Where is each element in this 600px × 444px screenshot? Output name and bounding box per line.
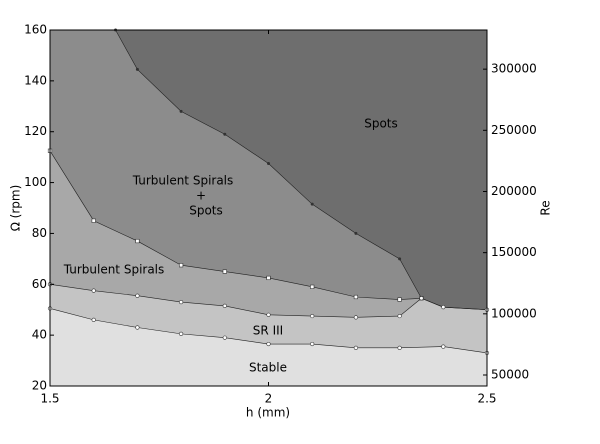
boundary-point <box>179 109 183 113</box>
boundary-point <box>353 315 359 320</box>
boundary-point <box>266 275 271 281</box>
boundary-point <box>135 238 140 244</box>
boundary-point <box>398 257 402 261</box>
y2-axis-label: Re <box>539 200 553 215</box>
axes: 1.5 2 2.5 20 40 60 80 100 120 140 160 50000 100000 15… <box>24 23 537 406</box>
y2-tick-label: 200000 <box>491 184 537 198</box>
y2-tick-label: 250000 <box>491 123 537 137</box>
boundary-point <box>222 303 227 309</box>
region-label: Turbulent Spirals <box>63 263 165 277</box>
boundary-point <box>353 294 359 300</box>
y2-tick-label: 100000 <box>491 306 537 320</box>
y-axis-label: Ω (rpm) <box>9 185 23 232</box>
boundary-point <box>179 331 184 336</box>
boundary-point <box>310 313 315 319</box>
x-tick-label: 2.5 <box>477 392 496 406</box>
boundary-point <box>353 345 359 350</box>
y2-tick-label: 50000 <box>491 367 529 381</box>
boundary-point <box>419 296 424 301</box>
y-tick-label: 20 <box>32 379 47 393</box>
boundary-point <box>135 293 140 298</box>
boundary-point <box>310 341 315 347</box>
y-tick-label: 60 <box>32 277 47 291</box>
boundary-point <box>223 132 227 136</box>
x-tick-label: 2 <box>265 392 273 406</box>
boundary-point <box>91 218 96 223</box>
boundary-point <box>441 305 446 310</box>
y-tick-label: 80 <box>32 226 47 240</box>
boundary-point <box>310 284 315 289</box>
region <box>50 308 487 386</box>
y-tick-label: 140 <box>24 73 47 87</box>
y2-tick-label: 300000 <box>491 62 537 76</box>
region-label: Spots <box>189 204 223 218</box>
y2-tick-label: 150000 <box>491 245 537 259</box>
region-label: + <box>196 189 206 203</box>
region-label: Turbulent Spirals <box>132 174 234 188</box>
boundary-point <box>91 317 96 322</box>
y-tick-label: 160 <box>24 23 47 37</box>
boundary-point <box>179 299 184 305</box>
boundary-point <box>310 202 314 206</box>
boundary-point <box>266 162 270 166</box>
boundary-point <box>135 325 140 330</box>
boundary-point <box>397 313 402 319</box>
regions <box>50 30 487 386</box>
boundary-point <box>397 345 402 350</box>
region-label: Stable <box>249 361 287 375</box>
boundary-line <box>49 283 488 318</box>
boundary-point <box>441 344 446 349</box>
boundary-point <box>354 231 358 235</box>
boundary-point <box>222 335 227 340</box>
boundary-point <box>266 341 271 347</box>
boundary-point <box>222 269 227 274</box>
y-tick-label: 100 <box>24 175 47 189</box>
boundary-point <box>179 263 184 268</box>
boundaries <box>47 28 490 356</box>
boundary-line <box>49 150 422 300</box>
boundary-point <box>135 67 139 71</box>
x-tick-label: 1.5 <box>40 392 59 406</box>
region-label: Spots <box>364 117 398 131</box>
boundary-point <box>266 312 271 317</box>
x-axis-label: h (mm) <box>246 406 290 420</box>
boundary-point <box>91 288 96 293</box>
y-tick-label: 40 <box>32 328 47 342</box>
region-labels: Spots Turbulent Spirals + Spots Turbulen… <box>63 117 398 375</box>
region-label: SR III <box>253 324 283 338</box>
y-tick-label: 120 <box>24 124 47 138</box>
boundary-point <box>397 297 402 302</box>
